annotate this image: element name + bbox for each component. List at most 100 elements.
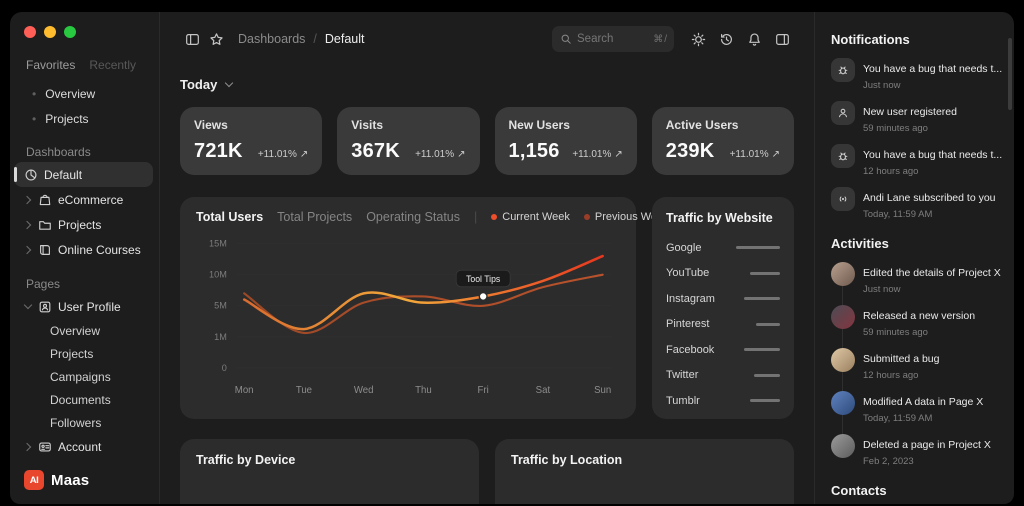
- total-users-chart-card: Total Users Total Projects Operating Sta…: [180, 197, 669, 419]
- period-label: Today: [180, 77, 218, 92]
- activity-time: Today, 11:59 AM: [863, 413, 933, 424]
- svg-text:0: 0: [222, 363, 227, 373]
- card-title: Traffic by Location: [511, 453, 623, 467]
- previous-week-line: [243, 273, 604, 335]
- tab-operating-status[interactable]: Operating Status: [366, 210, 460, 224]
- period-dropdown[interactable]: Today: [180, 77, 794, 92]
- traffic-bar: [756, 322, 780, 326]
- trend-up-icon: ↗: [614, 149, 623, 160]
- sidebar-item-user-profile[interactable]: User Profile: [14, 294, 153, 319]
- sidebar-toggle-button[interactable]: [180, 27, 204, 51]
- sidebar-item-online-courses[interactable]: Online Courses: [14, 237, 153, 262]
- sidebar-item-overview[interactable]: • Overview: [22, 82, 149, 105]
- avatar: [831, 434, 855, 458]
- svg-text:Sat: Sat: [536, 385, 551, 396]
- sidebar-subitem-documents[interactable]: Documents: [50, 392, 111, 407]
- sidebar-subitem-campaigns[interactable]: Campaigns: [50, 369, 111, 384]
- activity-time: Feb 2, 2023: [863, 456, 914, 467]
- stat-value: 367K: [351, 140, 400, 162]
- sidebar-item-dash-projects[interactable]: Projects: [14, 212, 153, 237]
- sidebar-item-ecommerce[interactable]: eCommerce: [14, 187, 153, 212]
- minimize-button[interactable]: [44, 26, 56, 38]
- contacts-title: Contacts: [831, 483, 887, 498]
- search-box: ⌘/: [552, 26, 674, 52]
- svg-text:10M: 10M: [209, 270, 227, 280]
- activity-item[interactable]: Released a new version 59 minutes ago: [831, 305, 1002, 338]
- legend-previous-week[interactable]: Previous Week: [583, 211, 669, 223]
- notification-item[interactable]: New user registered 59 minutes ago: [831, 101, 1002, 134]
- activity-text: Submitted a bug: [863, 353, 940, 365]
- activity-text: Edited the details of Project X: [863, 267, 1001, 279]
- notifications-title: Notifications: [831, 32, 910, 47]
- sidebar-item-default[interactable]: Default: [14, 162, 153, 187]
- folder-icon: [38, 218, 52, 232]
- svg-text:15M: 15M: [209, 238, 227, 248]
- zoom-button[interactable]: [64, 26, 76, 38]
- traffic-bar: [750, 271, 780, 275]
- activity-item[interactable]: Modified A data in Page X Today, 11:59 A…: [831, 391, 1002, 424]
- theme-toggle-icon[interactable]: [686, 27, 710, 51]
- activity-item[interactable]: Submitted a bug 12 hours ago: [831, 348, 1002, 381]
- close-button[interactable]: [24, 26, 36, 38]
- notification-item[interactable]: You have a bug that needs t... Just now: [831, 58, 1002, 91]
- panel-scrollbar-thumb[interactable]: [1008, 38, 1012, 110]
- website-row-youtube: YouTube: [666, 261, 780, 286]
- sidebar-item-label: Overview: [45, 86, 96, 101]
- sidebar-subitem-overview[interactable]: Overview: [50, 323, 101, 338]
- right-panel-toggle-button[interactable]: [770, 27, 794, 51]
- y-axis-labels: 15M 10M 5M 1M 0: [209, 238, 227, 372]
- activity-text: Modified A data in Page X: [863, 396, 984, 408]
- notification-item[interactable]: Andi Lane subscribed to you Today, 11:59…: [831, 187, 1002, 220]
- sidebar-item-label: Online Courses: [58, 242, 141, 257]
- activity-item[interactable]: Edited the details of Project X Just now: [831, 262, 1002, 295]
- favorite-star-button[interactable]: [204, 27, 228, 51]
- notification-text: You have a bug that needs t...: [863, 63, 1003, 75]
- sidebar-item-label: User Profile: [58, 299, 121, 314]
- tab-total-projects[interactable]: Total Projects: [277, 210, 353, 224]
- svg-text:Thu: Thu: [415, 385, 432, 396]
- line-chart: 15M 10M 5M 1M 0 Mon Tue Wed Thu Fri Sat …: [209, 238, 613, 396]
- sidebar-item-projects[interactable]: • Projects: [22, 107, 149, 130]
- main-content: Dashboards / Default ⌘/: [160, 12, 814, 504]
- sidebar-subitem-followers[interactable]: Followers: [50, 415, 102, 430]
- sidebar-item-account[interactable]: Account: [14, 434, 153, 459]
- activity-text: Deleted a page in Project X: [863, 439, 991, 451]
- chevron-right-icon: [24, 221, 32, 229]
- stat-value: 239K: [665, 140, 715, 162]
- tab-favorites[interactable]: Favorites: [26, 58, 76, 72]
- website-row-tumblr: Tumblr: [666, 388, 780, 413]
- traffic-bar: [736, 246, 780, 249]
- bullet-icon: •: [32, 111, 37, 126]
- sidebar-item-label: Projects: [45, 111, 89, 126]
- traffic-bar: [744, 348, 780, 351]
- book-icon: [38, 243, 52, 257]
- stat-value: 721K: [194, 140, 243, 162]
- breadcrumb-dashboards[interactable]: Dashboards: [238, 32, 306, 46]
- sidebar-subitem-projects[interactable]: Projects: [50, 346, 94, 361]
- svg-text:Mon: Mon: [235, 385, 254, 396]
- notification-item[interactable]: You have a bug that needs t... 12 hours …: [831, 144, 1002, 177]
- website-row-twitter: Twitter: [666, 363, 780, 388]
- pie-chart-icon: [24, 168, 38, 182]
- search-input[interactable]: [577, 33, 649, 45]
- tab-recently[interactable]: Recently: [89, 58, 137, 72]
- notification-text: You have a bug that needs t...: [863, 149, 1003, 161]
- notifications-bell-icon[interactable]: [742, 27, 766, 51]
- activity-time: 59 minutes ago: [863, 327, 928, 338]
- tab-total-users[interactable]: Total Users: [196, 210, 264, 224]
- notification-time: 12 hours ago: [863, 166, 919, 177]
- activity-item[interactable]: Deleted a page in Project X Feb 2, 2023: [831, 434, 1002, 467]
- breadcrumb-current: Default: [324, 32, 365, 46]
- top-bar: Dashboards / Default ⌘/: [180, 26, 794, 52]
- chevron-right-icon: [24, 443, 32, 451]
- legend-current-week[interactable]: Current Week: [491, 211, 570, 223]
- notification-time: 59 minutes ago: [863, 123, 928, 134]
- avatar: [831, 262, 855, 286]
- stat-delta: +11.01% ↗: [729, 149, 780, 160]
- svg-text:Tue: Tue: [296, 385, 312, 396]
- activities-title: Activities: [831, 236, 889, 251]
- trend-up-icon: ↗: [771, 149, 780, 160]
- avatar: [831, 391, 855, 415]
- history-icon[interactable]: [714, 27, 738, 51]
- notification-text: New user registered: [863, 106, 957, 118]
